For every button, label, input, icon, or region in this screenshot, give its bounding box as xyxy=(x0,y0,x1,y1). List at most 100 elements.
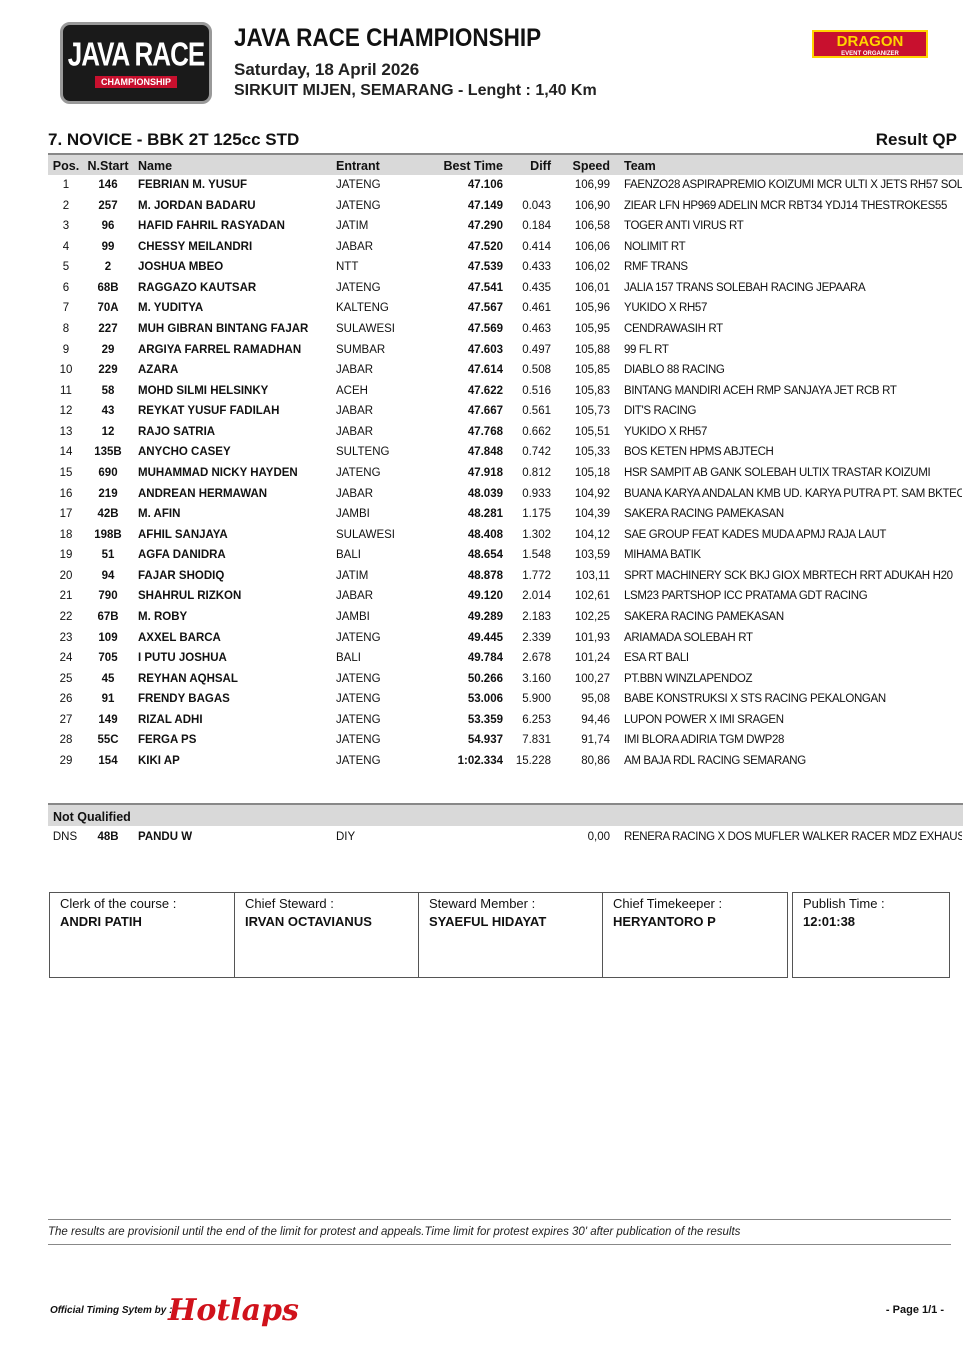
cell-team: SAKERA RACING PAMEKASAN xyxy=(624,610,784,623)
cell-start-number: 227 xyxy=(98,322,118,335)
cell-entrant: JATENG xyxy=(336,734,381,747)
sponsor-sub: EVENT ORGANIZER xyxy=(841,51,899,57)
official-label: Steward Member : xyxy=(429,896,536,911)
cell-rider-name: FRENDY BAGAS xyxy=(138,693,230,706)
cell-best-time: 47.622 xyxy=(467,384,503,397)
cell-diff: 5.900 xyxy=(522,693,551,706)
cell-best-time: 47.918 xyxy=(467,466,503,479)
cell-entrant: JATENG xyxy=(336,631,381,644)
cell-speed: 80,86 xyxy=(581,754,610,767)
cell-team: SAKERA RACING PAMEKASAN xyxy=(624,508,784,521)
table-row: 26 91 FRENDY BAGAS JATENG 53.006 5.900 95,08 BA… xyxy=(48,689,963,709)
event-date: Saturday, 18 April 2026 xyxy=(234,60,420,79)
cell-start-number: 146 xyxy=(98,179,118,191)
cell-rider-name: FERGA PS xyxy=(138,734,197,747)
cell-best-time: 47.149 xyxy=(467,199,503,212)
cell-entrant: JATENG xyxy=(336,179,381,191)
cell-speed: 94,46 xyxy=(581,713,610,726)
cell-start-number: 154 xyxy=(98,754,118,767)
cell-entrant: NTT xyxy=(336,261,359,274)
cell-speed: 105,33 xyxy=(574,446,610,459)
cell-best-time: 47.106 xyxy=(467,179,503,191)
cell-speed: 101,93 xyxy=(574,631,610,644)
cell-entrant: JAMBI xyxy=(336,508,370,521)
table-row: 27 149 RIZAL ADHI JATENG 53.359 6.253 94,46 LUP… xyxy=(48,710,963,730)
col-diff: Diff xyxy=(530,159,551,173)
cell-best-time: 49.784 xyxy=(467,652,503,665)
cell-best-time: 47.614 xyxy=(467,364,503,377)
cell-rider-name: AZARA xyxy=(138,364,179,377)
cell-rider-name: REYHAN AQHSAL xyxy=(138,672,238,685)
cell-speed: 91,74 xyxy=(581,734,610,747)
cell-diff: 0.662 xyxy=(522,425,551,438)
official-box: Chief Timekeeper : HERYANTORO P xyxy=(602,892,788,978)
cell-pos: 20 xyxy=(59,569,73,582)
cell-best-time: 49.120 xyxy=(467,590,503,603)
cell-start-number: 790 xyxy=(98,590,118,603)
cell-start-number: 229 xyxy=(98,364,118,377)
cell-pos: 21 xyxy=(59,590,73,603)
table-row: 20 94 FAJAR SHODIQ JATIM 48.878 1.772 103,11 SP… xyxy=(48,566,963,586)
java-race-logo: JAVA RACE CHAMPIONSHIP xyxy=(60,22,212,104)
table-row: 22 67B M. ROBY JAMBI 49.289 2.183 102,25 SAKERA… xyxy=(48,607,963,627)
cell-pos: 18 xyxy=(59,528,73,541)
cell-entrant: JATENG xyxy=(336,672,381,685)
table-row: 24 705 I PUTU JOSHUA BALI 49.784 2.678 101,24 E… xyxy=(48,648,963,668)
cell-speed: 106,90 xyxy=(574,199,610,212)
cell-start-number: 29 xyxy=(101,343,115,356)
cell-pos: 19 xyxy=(59,549,73,562)
cell-start-number: 2 xyxy=(104,261,112,274)
cell-start-number: 45 xyxy=(101,672,115,685)
cell-entrant: SULTENG xyxy=(336,446,390,459)
official-box: Publish Time : 12:01:38 xyxy=(792,892,950,978)
cell-rider-name: KIKI AP xyxy=(138,754,180,767)
cell-rider-name: AGFA DANIDRA xyxy=(138,549,226,562)
cell-diff: 2.339 xyxy=(522,631,551,644)
cell-team: BABE KONSTRUKSI X STS RACING PEKALONGAN xyxy=(624,693,886,706)
table-row: 18 198B AFHIL SANJAYA SULAWESI 48.408 1.302 10… xyxy=(48,525,963,545)
table-header: Pos. N.Start Name Entrant Best Time Diff… xyxy=(48,153,963,175)
cell-diff: 0.184 xyxy=(522,220,551,233)
cell-rider-name: M. YUDITYA xyxy=(138,302,204,315)
cell-best-time: 49.289 xyxy=(467,610,503,623)
table-row: 2 257 M. JORDAN BADARU JATENG 47.149 0.043 106… xyxy=(48,196,963,216)
cell-rider-name: ANYCHO CASEY xyxy=(138,446,231,459)
cell-best-time: 47.768 xyxy=(467,425,503,438)
cell-pos: 11 xyxy=(60,384,72,397)
cell-best-time: 48.408 xyxy=(467,528,503,541)
cell-diff: 6.253 xyxy=(522,713,551,726)
cell-pos: 4 xyxy=(62,240,70,253)
cell-team: DIT'S RACING xyxy=(624,405,697,418)
cell-rider-name: SHAHRUL RIZKON xyxy=(138,590,242,603)
table-row: 1 146 FEBRIAN M. YUSUF JATENG 47.106 106,99 FA… xyxy=(48,175,963,195)
cell-entrant: JATENG xyxy=(336,713,381,726)
official-value: ANDRI PATIH xyxy=(60,914,142,929)
table-row: 29 154 KIKI AP JATENG 1:02.334 15.228 80,86 AM … xyxy=(48,751,963,771)
cell-rider-name: ANDREAN HERMAWAN xyxy=(138,487,268,500)
cell-pos: 27 xyxy=(59,713,73,726)
cell-best-time: 47.539 xyxy=(467,261,503,274)
cell-start-number: 43 xyxy=(101,405,115,418)
cell-start-number: 94 xyxy=(101,569,115,582)
timing-label: Official Timing Sytem by : xyxy=(50,1305,173,1316)
col-name: Name xyxy=(138,159,173,173)
cell-rider-name: M. JORDAN BADARU xyxy=(138,199,256,212)
cell-speed: 105,73 xyxy=(574,405,610,418)
cell-team: NOLIMIT RT xyxy=(624,240,686,253)
cell-speed: 0,00 xyxy=(587,831,610,843)
cell-best-time: 47.603 xyxy=(467,343,503,356)
cell-diff: 0.516 xyxy=(522,384,551,397)
cell-start-number: 149 xyxy=(98,713,118,726)
cell-rider-name: CHESSY MEILANDRI xyxy=(138,240,253,253)
table-row: 9 29 ARGIYA FARREL RAMADHAN SUMBAR 47.603 0.4… xyxy=(48,340,963,360)
cell-speed: 106,58 xyxy=(574,220,610,233)
cell-start-number: 12 xyxy=(101,425,115,438)
cell-start-number: 219 xyxy=(98,487,118,500)
cell-entrant: JATIM xyxy=(336,569,369,582)
cell-rider-name: FEBRIAN M. YUSUF xyxy=(138,179,248,191)
cell-speed: 105,18 xyxy=(574,466,610,479)
cell-speed: 104,12 xyxy=(574,528,610,541)
cell-start-number: 55C xyxy=(97,734,119,747)
cell-start-number: 99 xyxy=(101,240,115,253)
cell-pos: 23 xyxy=(59,631,73,644)
